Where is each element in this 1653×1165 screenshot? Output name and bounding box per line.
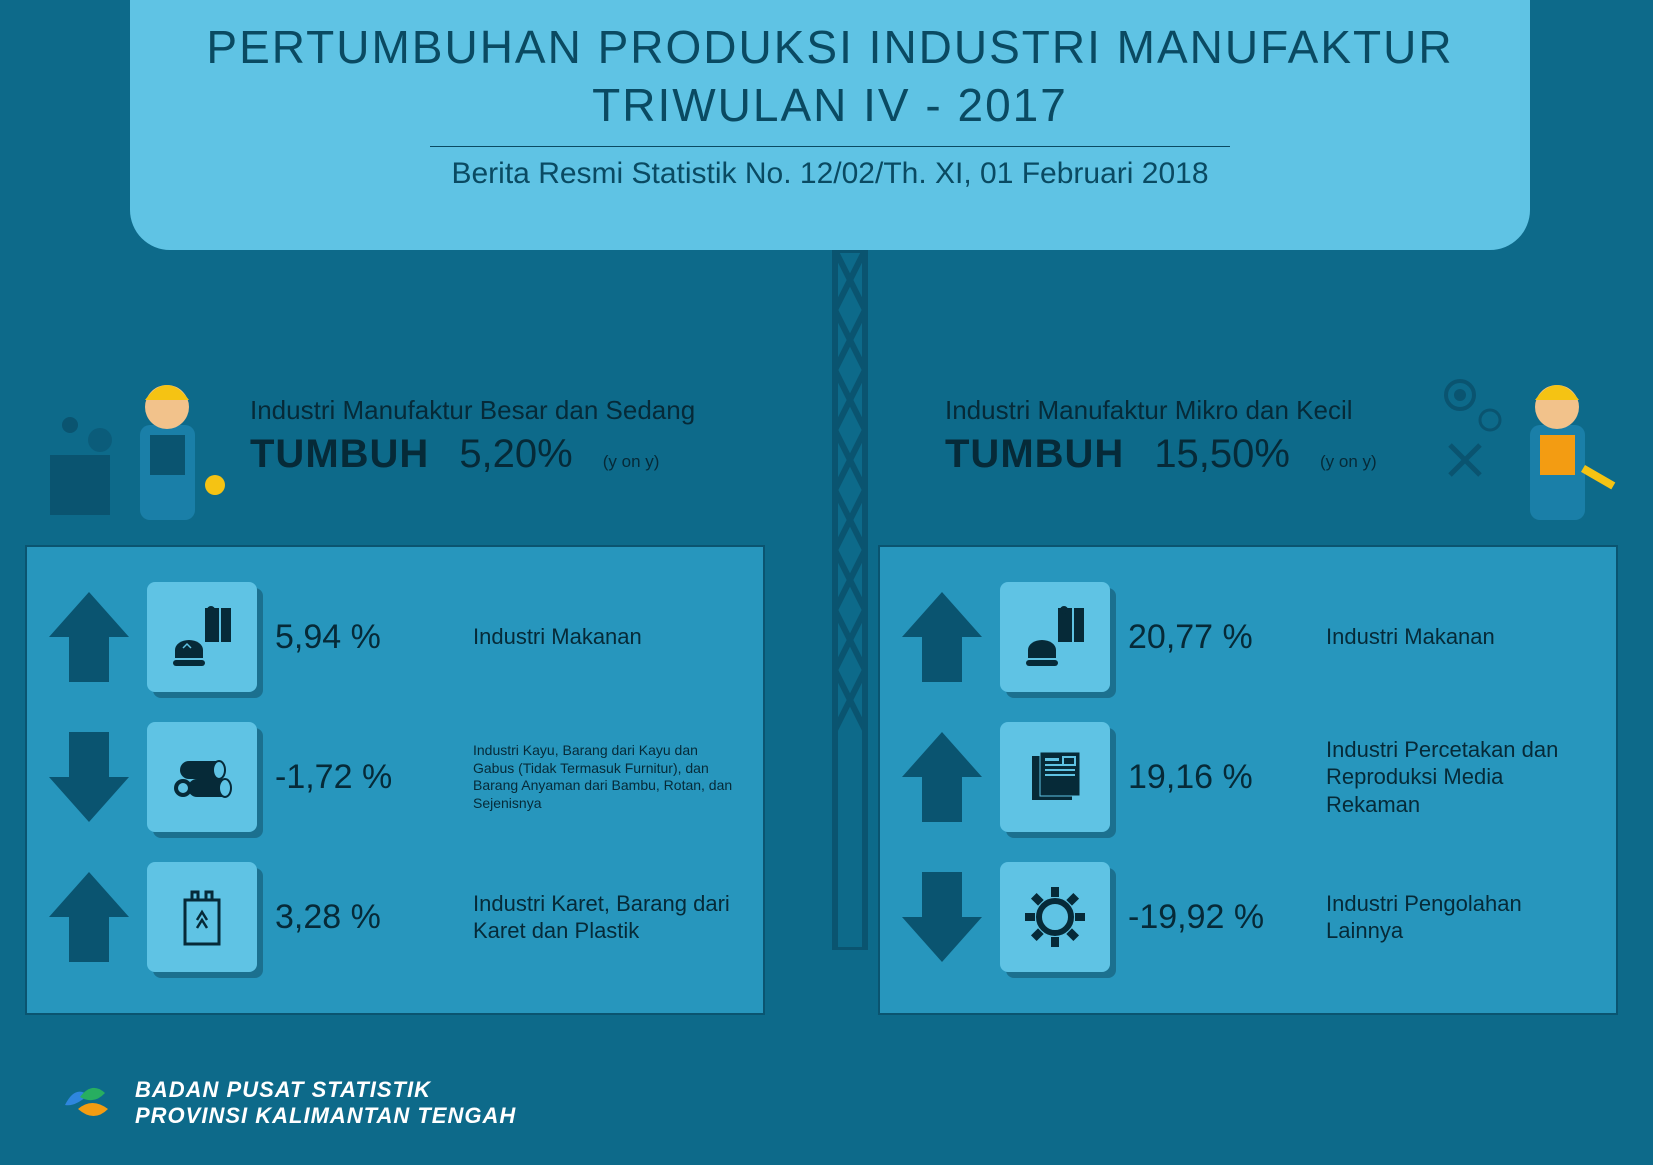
arrow-up-icon [902, 592, 982, 682]
right-item-1-name: Industri Percetakan dan Reproduksi Media… [1326, 736, 1594, 819]
right-growth-word: TUMBUH [945, 432, 1124, 477]
left-item-0: 5,94 % Industri Makanan [49, 567, 741, 707]
right-item-0-name: Industri Makanan [1326, 623, 1594, 651]
left-yoy: (y on y) [603, 452, 660, 472]
left-growth-pct: 5,20% [459, 432, 572, 477]
gear-icon [1000, 862, 1110, 972]
arrow-down-icon [49, 732, 129, 822]
footer-line1: BADAN PUSAT STATISTIK [135, 1077, 516, 1103]
right-yoy: (y on y) [1320, 452, 1377, 472]
right-item-2-value: -19,92 % [1128, 898, 1308, 937]
footer: BADAN PUSAT STATISTIK PROVINSI KALIMANTA… [60, 1075, 516, 1130]
left-label: Industri Manufaktur Besar dan Sedang [250, 395, 760, 426]
right-item-1-value: 19,16 % [1128, 758, 1308, 797]
left-item-1-value: -1,72 % [275, 758, 455, 797]
headline-micro-small: Industri Manufaktur Mikro dan Kecil TUMB… [885, 395, 1605, 515]
headline-large-medium: Industri Manufaktur Besar dan Sedang TUM… [40, 395, 760, 515]
panel-micro-small: 20,77 % Industri Makanan 19,16 % Industr… [878, 545, 1618, 1015]
arrow-down-icon [902, 872, 982, 962]
left-growth-word: TUMBUH [250, 432, 429, 477]
footer-line2: PROVINSI KALIMANTAN TENGAH [135, 1103, 516, 1129]
left-item-2-name: Industri Karet, Barang dari Karet dan Pl… [473, 890, 741, 945]
plastic-bag-icon [147, 862, 257, 972]
left-item-1: -1,72 % Industri Kayu, Barang dari Kayu … [49, 707, 741, 847]
left-item-2: 3,28 % Industri Karet, Barang dari Karet… [49, 847, 741, 987]
arrow-up-icon [902, 732, 982, 822]
left-item-1-name: Industri Kayu, Barang dari Kayu dan Gabu… [473, 742, 741, 812]
arrow-up-icon [49, 872, 129, 962]
subtitle: Berita Resmi Statistik No. 12/02/Th. XI,… [130, 157, 1530, 191]
right-item-0: 20,77 % Industri Makanan [902, 567, 1594, 707]
title-divider [430, 146, 1230, 147]
food-factory-icon [1000, 582, 1110, 692]
right-growth-pct: 15,50% [1154, 432, 1290, 477]
title-line2: TRIWULAN IV - 2017 [130, 78, 1530, 132]
food-factory-icon [147, 582, 257, 692]
panel-large-medium: 5,94 % Industri Makanan -1,72 % Industri… [25, 545, 765, 1015]
header-banner: PERTUMBUHAN PRODUKSI INDUSTRI MANUFAKTUR… [130, 0, 1530, 250]
worker-left-icon [40, 365, 230, 525]
newspaper-icon [1000, 722, 1110, 832]
worker-right-icon [1435, 365, 1625, 525]
title-line1: PERTUMBUHAN PRODUKSI INDUSTRI MANUFAKTUR [130, 20, 1530, 74]
logs-icon [147, 722, 257, 832]
right-item-2-name: Industri Pengolahan Lainnya [1326, 890, 1594, 945]
left-item-0-value: 5,94 % [275, 618, 455, 657]
right-item-2: -19,92 % Industri Pengolahan Lainnya [902, 847, 1594, 987]
arrow-up-icon [49, 592, 129, 682]
left-item-0-name: Industri Makanan [473, 623, 741, 651]
right-item-0-value: 20,77 % [1128, 618, 1308, 657]
left-item-2-value: 3,28 % [275, 898, 455, 937]
right-item-1: 19,16 % Industri Percetakan dan Reproduk… [902, 707, 1594, 847]
bps-logo-icon [60, 1075, 115, 1130]
